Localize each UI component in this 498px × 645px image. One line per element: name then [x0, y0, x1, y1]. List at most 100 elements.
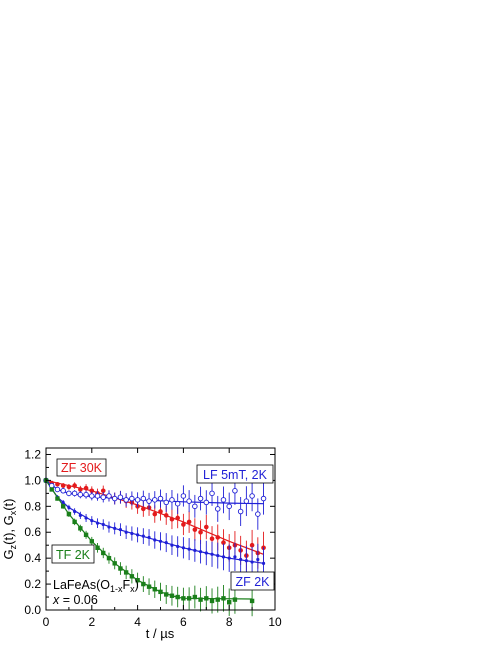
- data-point: [146, 584, 152, 589]
- data-point: [60, 488, 66, 494]
- x-tick-label: 10: [268, 615, 282, 629]
- y-tick-label: 0.4: [24, 551, 41, 565]
- y-tick-label: 0.2: [24, 577, 41, 591]
- data-point: [186, 519, 192, 525]
- x-tick-label: 8: [226, 615, 233, 629]
- data-point: [204, 524, 209, 530]
- data-point: [89, 539, 94, 544]
- data-point: [78, 513, 82, 517]
- data-point: [61, 500, 65, 505]
- data-point: [113, 526, 117, 530]
- data-point: [181, 596, 186, 601]
- data-point: [198, 550, 203, 554]
- data-point: [163, 499, 169, 506]
- legend-zf-2k: ZF 2K: [230, 571, 275, 591]
- x-tick-label: 0: [43, 615, 50, 629]
- data-point: [146, 498, 152, 504]
- data-point: [164, 592, 169, 597]
- data-point: [232, 488, 238, 494]
- y-axis-title: Gz(t), Gx(t): [1, 498, 18, 559]
- sample-composition: x = 0.06: [52, 593, 98, 607]
- data-point: [140, 495, 147, 502]
- data-point: [198, 529, 203, 535]
- svg-text:TF 2K: TF 2K: [56, 548, 91, 562]
- data-point: [249, 598, 255, 604]
- data-point: [71, 490, 78, 497]
- sample-formula: LaFeAs(O1-xFx): [53, 578, 139, 594]
- data-point: [107, 525, 111, 529]
- data-point: [227, 600, 232, 605]
- data-point: [89, 488, 95, 494]
- data-point: [49, 487, 54, 492]
- data-point: [193, 548, 197, 552]
- data-point: [181, 546, 185, 550]
- data-point: [83, 485, 89, 491]
- legend-lf-5mt-2k: LF 5mT, 2K: [196, 464, 274, 484]
- data-point: [95, 521, 100, 525]
- data-point: [60, 504, 66, 509]
- data-point: [180, 493, 187, 499]
- data-point: [136, 533, 140, 537]
- data-point: [209, 490, 215, 497]
- data-point: [244, 559, 248, 563]
- data-point: [214, 506, 221, 512]
- x-tick-label: 4: [134, 615, 141, 629]
- data-point: [95, 545, 100, 550]
- data-point: [106, 555, 112, 561]
- data-point: [72, 483, 77, 488]
- data-point: [169, 516, 175, 522]
- data-point: [221, 540, 226, 545]
- data-point: [187, 547, 191, 551]
- data-point: [261, 561, 266, 565]
- x-axis-title: t / µs: [146, 626, 175, 641]
- data-point: [141, 581, 146, 587]
- svg-text:ZF 30K: ZF 30K: [61, 461, 103, 475]
- y-tick-label: 0.8: [24, 499, 41, 513]
- data-point: [221, 555, 226, 559]
- data-point: [118, 566, 123, 571]
- data-point: [232, 597, 238, 602]
- data-point: [117, 494, 124, 500]
- data-point: [192, 503, 198, 510]
- data-point: [147, 535, 151, 540]
- data-point: [54, 486, 61, 493]
- y-tick-label: 1.2: [24, 447, 41, 461]
- data-point: [90, 518, 94, 523]
- y-tick-label: 0.6: [24, 525, 41, 539]
- data-point: [192, 594, 198, 600]
- data-point: [77, 491, 84, 498]
- data-point: [164, 541, 168, 545]
- data-point: [186, 596, 192, 601]
- data-point: [134, 497, 141, 503]
- x-tick-label: 6: [180, 615, 187, 629]
- data-point: [111, 495, 118, 502]
- data-point: [239, 557, 243, 562]
- data-point: [123, 570, 129, 575]
- data-point: [260, 495, 267, 502]
- data-point: [153, 538, 157, 542]
- data-point: [100, 494, 106, 500]
- svg-text:LF 5mT, 2K: LF 5mT, 2K: [203, 468, 268, 482]
- data-point: [129, 495, 135, 502]
- y-tick-label: 1.0: [24, 473, 41, 487]
- data-point: [73, 509, 77, 514]
- data-point: [66, 484, 72, 490]
- data-point: [124, 530, 128, 534]
- data-point: [175, 594, 180, 600]
- data-point: [72, 519, 77, 525]
- data-point: [250, 560, 254, 564]
- data-point: [67, 506, 71, 510]
- legend-zf-30k: ZF 30K: [56, 458, 107, 477]
- data-point: [106, 493, 112, 499]
- data-point: [123, 497, 129, 503]
- legend-tf-2k: TF 2K: [51, 544, 95, 564]
- x-tick-label: 2: [88, 615, 95, 629]
- data-point: [78, 487, 83, 492]
- data-point: [94, 493, 101, 499]
- data-point: [89, 493, 95, 499]
- data-point: [226, 503, 232, 510]
- data-point: [209, 536, 215, 542]
- data-point: [209, 598, 215, 604]
- data-point: [141, 506, 146, 512]
